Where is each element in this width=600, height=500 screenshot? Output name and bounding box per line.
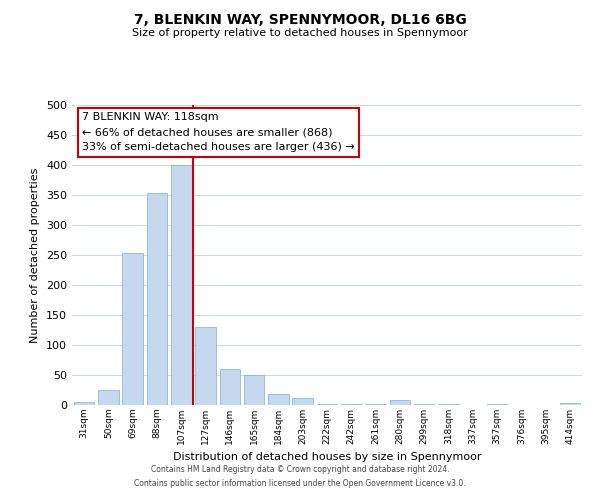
Bar: [365, 404, 386, 405]
Text: 7 BLENKIN WAY: 118sqm
← 66% of detached houses are smaller (868)
33% of semi-det: 7 BLENKIN WAY: 118sqm ← 66% of detached …: [82, 112, 355, 152]
Bar: [122, 253, 143, 405]
Bar: [268, 394, 289, 405]
Bar: [438, 404, 459, 405]
Text: 7, BLENKIN WAY, SPENNYMOOR, DL16 6BG: 7, BLENKIN WAY, SPENNYMOOR, DL16 6BG: [134, 12, 466, 26]
Bar: [244, 375, 265, 405]
Y-axis label: Number of detached properties: Number of detached properties: [31, 168, 40, 342]
Bar: [98, 390, 119, 405]
Bar: [195, 327, 216, 405]
Bar: [341, 404, 362, 405]
Bar: [292, 398, 313, 405]
Text: Size of property relative to detached houses in Spennymoor: Size of property relative to detached ho…: [132, 28, 468, 38]
Bar: [74, 402, 94, 405]
Bar: [560, 403, 580, 405]
Bar: [487, 404, 508, 405]
Bar: [389, 400, 410, 405]
X-axis label: Distribution of detached houses by size in Spennymoor: Distribution of detached houses by size …: [173, 452, 481, 462]
Bar: [220, 369, 240, 405]
Bar: [171, 165, 191, 405]
Bar: [146, 193, 167, 405]
Text: Contains HM Land Registry data © Crown copyright and database right 2024.
Contai: Contains HM Land Registry data © Crown c…: [134, 466, 466, 487]
Bar: [414, 404, 434, 405]
Bar: [317, 404, 337, 405]
